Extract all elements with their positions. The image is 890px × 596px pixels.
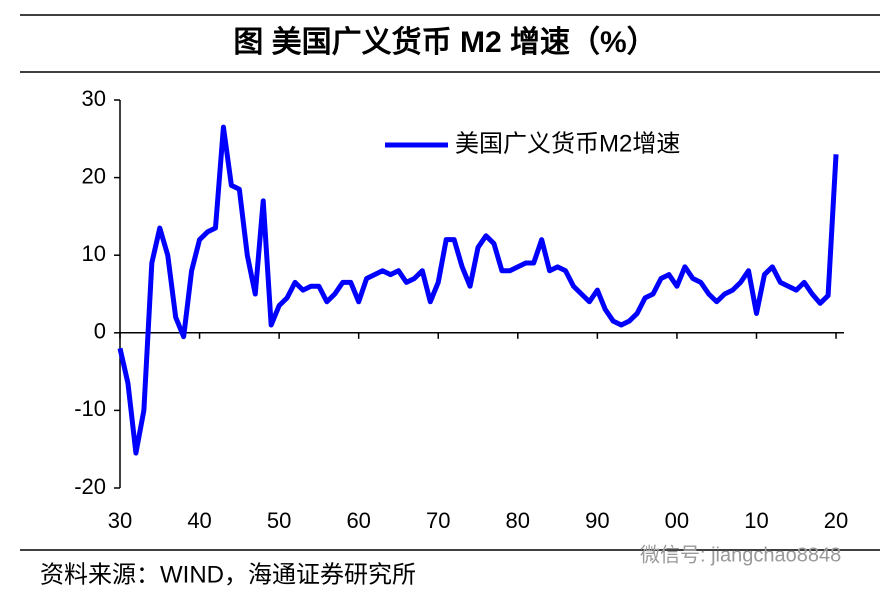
y-tick-label: -10 <box>74 396 106 421</box>
legend-label: 美国广义货币M2增速 <box>455 130 680 157</box>
watermark: 微信号: jiangchao8848 <box>640 543 841 566</box>
x-tick-label: 70 <box>426 508 450 533</box>
y-tick-label: 20 <box>82 163 106 188</box>
y-tick-label: 10 <box>82 241 106 266</box>
x-tick-label: 40 <box>187 508 211 533</box>
y-tick-label: -20 <box>74 474 106 499</box>
x-tick-label: 10 <box>744 508 768 533</box>
series-line <box>117 124 839 456</box>
x-tick-label: 30 <box>108 508 132 533</box>
x-tick-label: 20 <box>824 508 848 533</box>
y-tick-label: 30 <box>82 86 106 111</box>
x-tick-label: 80 <box>506 508 530 533</box>
x-tick-label: 50 <box>267 508 291 533</box>
x-tick-label: 60 <box>346 508 370 533</box>
source: 资料来源：WIND，海通证券研究所 <box>40 561 416 588</box>
y-tick-label: 0 <box>94 319 106 344</box>
x-tick-label: 00 <box>665 508 689 533</box>
chart-title: 图 美国广义货币 M2 增速（%） <box>233 25 656 59</box>
x-tick-label: 90 <box>585 508 609 533</box>
